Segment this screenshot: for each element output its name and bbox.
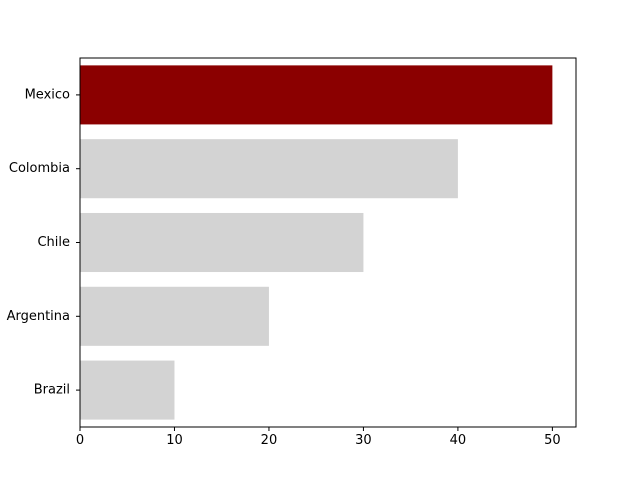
x-tick-label-20: 20 xyxy=(261,433,278,448)
bar-argentina xyxy=(80,286,269,346)
y-tick-label-chile: Chile xyxy=(37,235,70,250)
bar-chile xyxy=(80,212,364,273)
y-tick-label-argentina: Argentina xyxy=(7,309,70,324)
x-tick-label-10: 10 xyxy=(166,433,183,448)
x-tick-label-0: 0 xyxy=(76,433,84,448)
x-tick-label-30: 30 xyxy=(355,433,372,448)
y-axis-ticks: Brazil Argentina Chile Colombia Mexico xyxy=(7,87,80,398)
plot-frame xyxy=(79,57,577,428)
x-tick-label-40: 40 xyxy=(450,433,467,448)
bar-mexico xyxy=(80,65,553,125)
bar-colombia xyxy=(80,139,458,199)
x-tick-label-50: 50 xyxy=(544,433,561,448)
y-tick-label-brazil: Brazil xyxy=(34,383,70,398)
bar-brazil xyxy=(80,360,175,420)
y-tick-label-colombia: Colombia xyxy=(9,161,70,176)
y-tick-label-mexico: Mexico xyxy=(25,87,70,102)
x-axis-ticks: 0 10 20 30 40 50 xyxy=(76,427,561,448)
bars-group xyxy=(80,65,553,420)
